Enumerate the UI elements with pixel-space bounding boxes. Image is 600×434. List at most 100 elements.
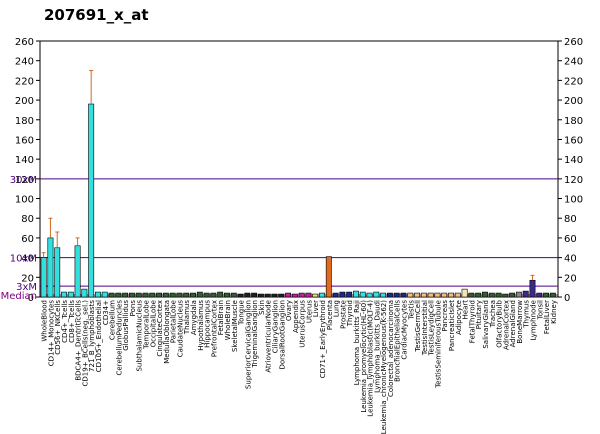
y-tick-label-right: 180 [564,116,583,127]
bar [536,292,543,298]
x-tick-label: FetalBrain [217,300,225,335]
x-tick-label: Lymphnode [529,300,537,341]
bar [346,291,353,298]
y-tick-label-left: 60 [21,234,34,245]
x-tick-label: SalivaryGland [482,300,490,349]
bar [386,292,393,298]
x-tick-label: Placenta [326,300,334,330]
bar [454,292,461,298]
bar [366,292,373,298]
y-tick-label-right: 120 [564,175,583,186]
bar [291,293,298,298]
x-tick-label: WholeBlood [41,300,49,342]
x-tick-label: Pancreas [441,300,449,332]
bar [162,292,169,298]
y-tick-label-right: 200 [564,96,583,107]
bar [407,292,414,298]
plot-frame [39,40,559,298]
x-tick-label: CD105+_Endothelial [95,300,103,372]
y-tick-label-left: 180 [15,116,34,127]
bar [251,292,258,298]
bar [332,292,339,298]
bar [264,293,271,298]
x-tick-label: CerebellumPeduncles [115,300,123,376]
bar [339,291,346,298]
bar [319,292,325,298]
x-tick-label: Thymus [523,300,531,329]
reference-line-label: Median [1,291,37,302]
x-tick-label: CaudateNucleus [176,300,184,358]
x-tick-label: SubthalamicNucleus [136,300,144,372]
x-tick-label: Thyroid [346,300,354,327]
bar [434,292,441,298]
bar [169,292,176,298]
x-tick-label: GlobusPallidus [122,300,130,351]
bar [74,245,81,298]
x-tick-label: Leukemia_lymphoblastic(MOLT-4) [367,300,375,417]
reference-line-label: 30xM [10,175,37,186]
x-tick-label: WholeBrain [224,300,232,340]
x-tick-label: TestisSeminiferousTubule [434,300,442,389]
bar [502,293,509,298]
x-tick-label: TestisInterstitial [421,300,429,356]
bar [115,292,122,298]
bar [420,292,427,298]
bar [81,288,88,298]
x-tick-label: TestisLeydigCell [428,300,436,357]
x-tick-label: UterusCorpus [299,300,307,348]
x-tick-label: Pituitary [475,300,483,329]
x-tick-label: Tongue [238,300,246,326]
y-tick-label-right: 240 [564,57,583,68]
x-tick-label: FetalThyroid [468,300,476,343]
bar [441,292,448,298]
x-tick-label: SkeletalMuscle [231,300,239,352]
x-tick-label: Lymphoma_burkitts_Raji [353,300,361,385]
y-tick-label-left: 40 [21,254,34,265]
y-tick-label-right: 60 [564,234,577,245]
bar [298,292,305,298]
bar [149,292,156,298]
bar [217,291,224,298]
bar [230,292,237,298]
y-tick-label-right: 140 [564,155,583,166]
bar [156,292,163,298]
bar [522,290,529,298]
x-tick-label: TrigeminalGanglion [251,300,259,368]
y-tick-label-left: 240 [15,57,34,68]
x-tick-label: FetalLiver [543,300,551,334]
x-tick-label: CiliaryGanglion [271,300,279,353]
y-tick-label-right: 100 [564,195,583,206]
x-tick-label: BoneMarrow [516,300,524,344]
y-tick-label-left: 80 [21,214,34,225]
x-tick-label: Lymphoma_burkitts_Daudi [373,300,381,393]
x-tick-label: BDCA4+_DentriticCells [75,300,83,381]
bar [95,291,101,298]
x-tick-label: Tonsil [536,300,544,320]
bar [224,292,230,298]
x-tick-label: Amygdala [190,300,198,335]
x-tick-label: Appendix [292,300,300,333]
y-tick-label-left: 200 [15,96,34,107]
bar [549,292,556,298]
x-tick-label: Hippocampus [204,300,212,348]
x-tick-label: PancreaticIslet [448,300,456,351]
y-tick-label-left: 220 [15,76,34,87]
y-tick-label-right: 220 [564,76,583,87]
bar [475,292,482,298]
x-tick-label: Leukemia_chronicMyelogenous(K-562) [380,300,388,434]
x-tick-label: Hypothalamus [197,300,205,351]
bar [40,257,47,298]
bar [271,293,278,298]
y-tick-label-right: 260 [564,37,583,48]
x-tick-label: Colorectal_adenocarcinoma [387,300,395,397]
x-tick-label: AtrioventricularNode [265,300,273,373]
x-tick-label: Thalamus [183,300,191,335]
bar [67,291,74,298]
x-tick-label: AdrenalGland [509,300,517,347]
bar [380,292,387,298]
bar [543,292,550,298]
bar [325,256,332,298]
bar [515,291,522,298]
x-tick-label: Lung [333,300,341,317]
